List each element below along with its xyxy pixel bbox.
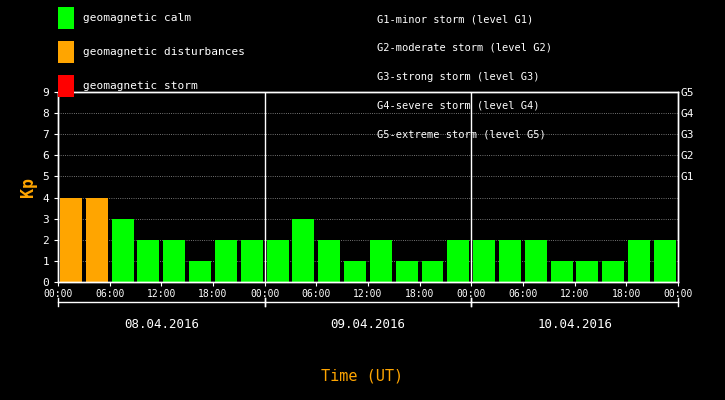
Text: G5-extreme storm (level G5): G5-extreme storm (level G5)	[377, 129, 546, 139]
Text: geomagnetic disturbances: geomagnetic disturbances	[83, 47, 244, 57]
Bar	[499, 240, 521, 282]
Text: G1-minor storm (level G1): G1-minor storm (level G1)	[377, 14, 534, 24]
Y-axis label: Kp: Kp	[19, 177, 37, 197]
Bar	[86, 198, 108, 282]
Text: G2-moderate storm (level G2): G2-moderate storm (level G2)	[377, 43, 552, 53]
Text: G4-severe storm (level G4): G4-severe storm (level G4)	[377, 100, 539, 110]
Bar	[576, 261, 598, 282]
Text: 09.04.2016: 09.04.2016	[331, 318, 405, 331]
Text: 08.04.2016: 08.04.2016	[124, 318, 199, 331]
Text: geomagnetic storm: geomagnetic storm	[83, 81, 197, 91]
Bar	[551, 261, 573, 282]
Bar	[421, 261, 444, 282]
Bar	[628, 240, 650, 282]
Bar	[344, 261, 366, 282]
Bar	[215, 240, 237, 282]
Bar	[112, 219, 133, 282]
Bar	[654, 240, 676, 282]
Bar	[447, 240, 469, 282]
Text: G3-strong storm (level G3): G3-strong storm (level G3)	[377, 72, 539, 82]
Bar	[396, 261, 418, 282]
Bar	[189, 261, 211, 282]
Bar	[525, 240, 547, 282]
Bar	[292, 219, 315, 282]
Bar	[370, 240, 392, 282]
Text: 10.04.2016: 10.04.2016	[537, 318, 612, 331]
Text: geomagnetic calm: geomagnetic calm	[83, 13, 191, 23]
Bar	[163, 240, 185, 282]
Text: Time (UT): Time (UT)	[321, 368, 404, 384]
Bar	[318, 240, 340, 282]
Bar	[241, 240, 262, 282]
Bar	[60, 198, 82, 282]
Bar	[138, 240, 160, 282]
Bar	[473, 240, 495, 282]
Bar	[602, 261, 624, 282]
Bar	[267, 240, 289, 282]
